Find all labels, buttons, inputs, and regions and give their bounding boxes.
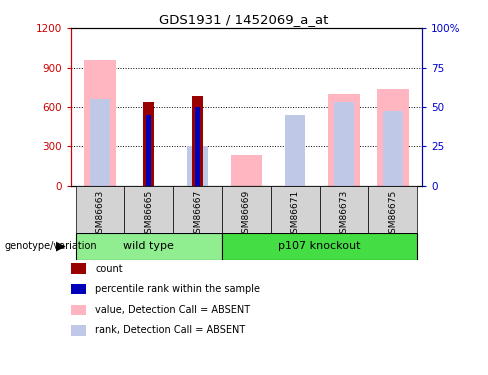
Bar <box>90 99 110 186</box>
Bar <box>222 186 271 232</box>
Bar <box>143 102 154 186</box>
Bar <box>76 186 124 232</box>
Bar <box>195 107 200 186</box>
Bar <box>377 88 409 186</box>
Text: percentile rank within the sample: percentile rank within the sample <box>95 284 260 294</box>
Bar <box>368 186 417 232</box>
Text: GDS1931 / 1452069_a_at: GDS1931 / 1452069_a_at <box>159 13 329 26</box>
Bar <box>124 186 173 232</box>
Text: wild type: wild type <box>123 241 174 251</box>
Bar <box>222 232 417 260</box>
Text: ▶: ▶ <box>56 240 66 252</box>
Bar <box>192 96 203 186</box>
Text: rank, Detection Call = ABSENT: rank, Detection Call = ABSENT <box>95 326 245 335</box>
Text: GSM86667: GSM86667 <box>193 189 202 238</box>
Bar <box>328 94 360 186</box>
Text: GSM86671: GSM86671 <box>291 189 300 238</box>
Text: GSM86675: GSM86675 <box>388 189 397 238</box>
Text: GSM86665: GSM86665 <box>144 189 153 238</box>
Bar <box>173 186 222 232</box>
Bar <box>285 115 305 186</box>
Text: genotype/variation: genotype/variation <box>5 241 98 251</box>
Bar <box>271 186 320 232</box>
Bar <box>383 111 403 186</box>
Text: GSM86673: GSM86673 <box>340 189 348 238</box>
Bar <box>146 115 151 186</box>
Bar <box>320 186 368 232</box>
Text: p107 knockout: p107 knockout <box>278 241 361 251</box>
Bar <box>334 102 354 186</box>
Bar <box>231 155 263 186</box>
Text: value, Detection Call = ABSENT: value, Detection Call = ABSENT <box>95 305 250 315</box>
Bar <box>187 146 208 186</box>
Bar <box>76 232 222 260</box>
Text: count: count <box>95 264 123 273</box>
Text: GSM86663: GSM86663 <box>96 189 104 238</box>
Bar <box>84 60 116 186</box>
Text: GSM86669: GSM86669 <box>242 189 251 238</box>
